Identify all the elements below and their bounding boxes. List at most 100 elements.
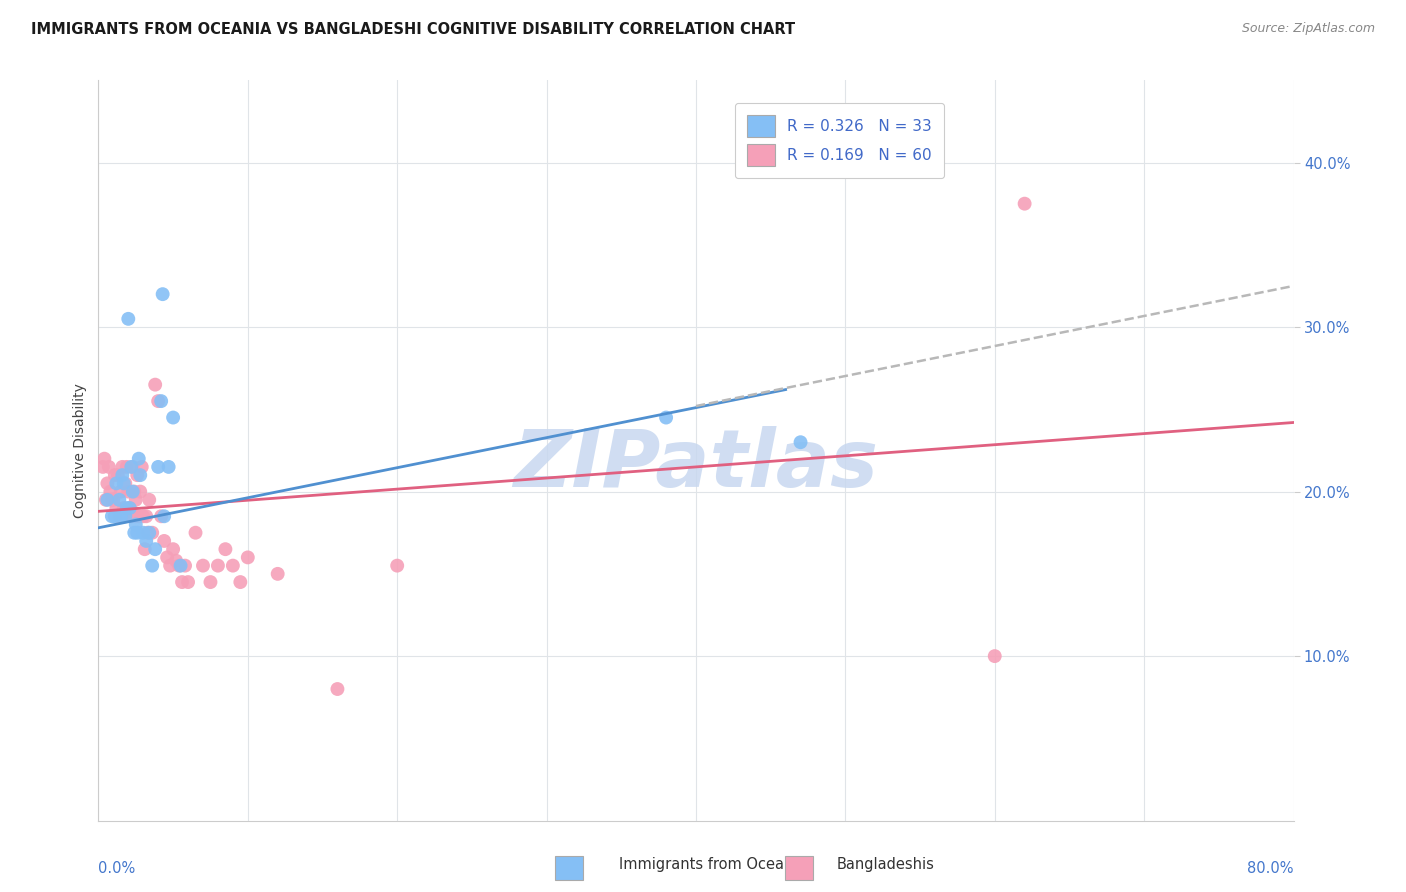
- Point: [134, 542, 156, 557]
- Point: [117, 484, 139, 499]
- Point: [129, 468, 152, 483]
- Point: [1014, 196, 1036, 211]
- Point: [115, 459, 138, 474]
- Point: [121, 484, 143, 499]
- Point: [162, 542, 184, 557]
- Point: [91, 459, 114, 474]
- Point: [110, 484, 132, 499]
- Point: [150, 509, 173, 524]
- Point: [326, 681, 349, 696]
- Point: [141, 558, 163, 573]
- Point: [135, 509, 157, 524]
- Point: [98, 484, 122, 499]
- Point: [96, 492, 118, 507]
- Point: [267, 566, 290, 581]
- Point: [114, 476, 136, 491]
- Point: [157, 459, 180, 474]
- Text: Source: ZipAtlas.com: Source: ZipAtlas.com: [1241, 22, 1375, 36]
- Point: [104, 509, 127, 524]
- Point: [127, 525, 149, 540]
- Point: [114, 509, 136, 524]
- Text: 0.0%: 0.0%: [98, 862, 135, 876]
- Point: [169, 558, 191, 573]
- Point: [152, 287, 174, 301]
- Point: [118, 501, 141, 516]
- Point: [96, 476, 118, 491]
- Point: [97, 459, 120, 474]
- Point: [153, 533, 176, 548]
- Point: [172, 575, 194, 590]
- Point: [177, 575, 200, 590]
- Point: [200, 575, 222, 590]
- Point: [162, 410, 184, 425]
- Point: [141, 525, 163, 540]
- Point: [789, 435, 811, 450]
- Point: [93, 451, 115, 466]
- Point: [110, 509, 132, 524]
- Point: [112, 476, 135, 491]
- Text: Bangladeshis: Bangladeshis: [837, 857, 935, 872]
- Point: [105, 501, 128, 516]
- Point: [104, 468, 127, 483]
- Point: [214, 542, 236, 557]
- Point: [207, 558, 229, 573]
- Text: 80.0%: 80.0%: [1247, 862, 1294, 876]
- Point: [101, 509, 124, 524]
- Point: [167, 558, 190, 573]
- Point: [125, 517, 148, 532]
- Point: [103, 492, 125, 507]
- Point: [111, 468, 134, 483]
- Point: [128, 451, 150, 466]
- Point: [120, 509, 142, 524]
- Point: [107, 468, 129, 483]
- Point: [101, 492, 124, 507]
- Point: [150, 394, 173, 409]
- Point: [129, 484, 152, 499]
- Point: [138, 492, 160, 507]
- Point: [111, 509, 134, 524]
- Point: [143, 542, 166, 557]
- Text: Immigrants from Oceania: Immigrants from Oceania: [619, 857, 806, 872]
- Point: [124, 525, 146, 540]
- Point: [184, 525, 207, 540]
- Text: ZIPatlas: ZIPatlas: [513, 426, 879, 504]
- Point: [127, 468, 149, 483]
- Point: [125, 509, 148, 524]
- Point: [120, 459, 142, 474]
- Point: [229, 575, 252, 590]
- Point: [165, 554, 187, 568]
- Point: [94, 492, 117, 507]
- Point: [236, 550, 259, 565]
- Point: [191, 558, 214, 573]
- Point: [115, 501, 138, 516]
- Point: [156, 550, 179, 565]
- Point: [108, 492, 131, 507]
- Point: [131, 459, 153, 474]
- Point: [118, 501, 141, 516]
- Y-axis label: Cognitive Disability: Cognitive Disability: [73, 383, 87, 518]
- Point: [385, 558, 409, 573]
- Point: [121, 459, 143, 474]
- Point: [117, 311, 139, 326]
- Point: [135, 533, 157, 548]
- Point: [136, 525, 159, 540]
- Point: [222, 558, 245, 573]
- Point: [148, 394, 170, 409]
- Legend: R = 0.326   N = 33, R = 0.169   N = 60: R = 0.326 N = 33, R = 0.169 N = 60: [735, 103, 943, 178]
- Point: [124, 484, 146, 499]
- Point: [143, 377, 166, 392]
- Text: IMMIGRANTS FROM OCEANIA VS BANGLADESHI COGNITIVE DISABILITY CORRELATION CHART: IMMIGRANTS FROM OCEANIA VS BANGLADESHI C…: [31, 22, 794, 37]
- Point: [174, 558, 197, 573]
- Point: [138, 525, 160, 540]
- Point: [111, 459, 134, 474]
- Point: [105, 476, 128, 491]
- Point: [655, 410, 678, 425]
- Point: [112, 501, 135, 516]
- Point: [132, 525, 155, 540]
- Point: [984, 649, 1007, 664]
- Point: [125, 492, 148, 507]
- Point: [108, 509, 131, 524]
- Point: [148, 459, 170, 474]
- Point: [132, 509, 155, 524]
- Point: [128, 509, 150, 524]
